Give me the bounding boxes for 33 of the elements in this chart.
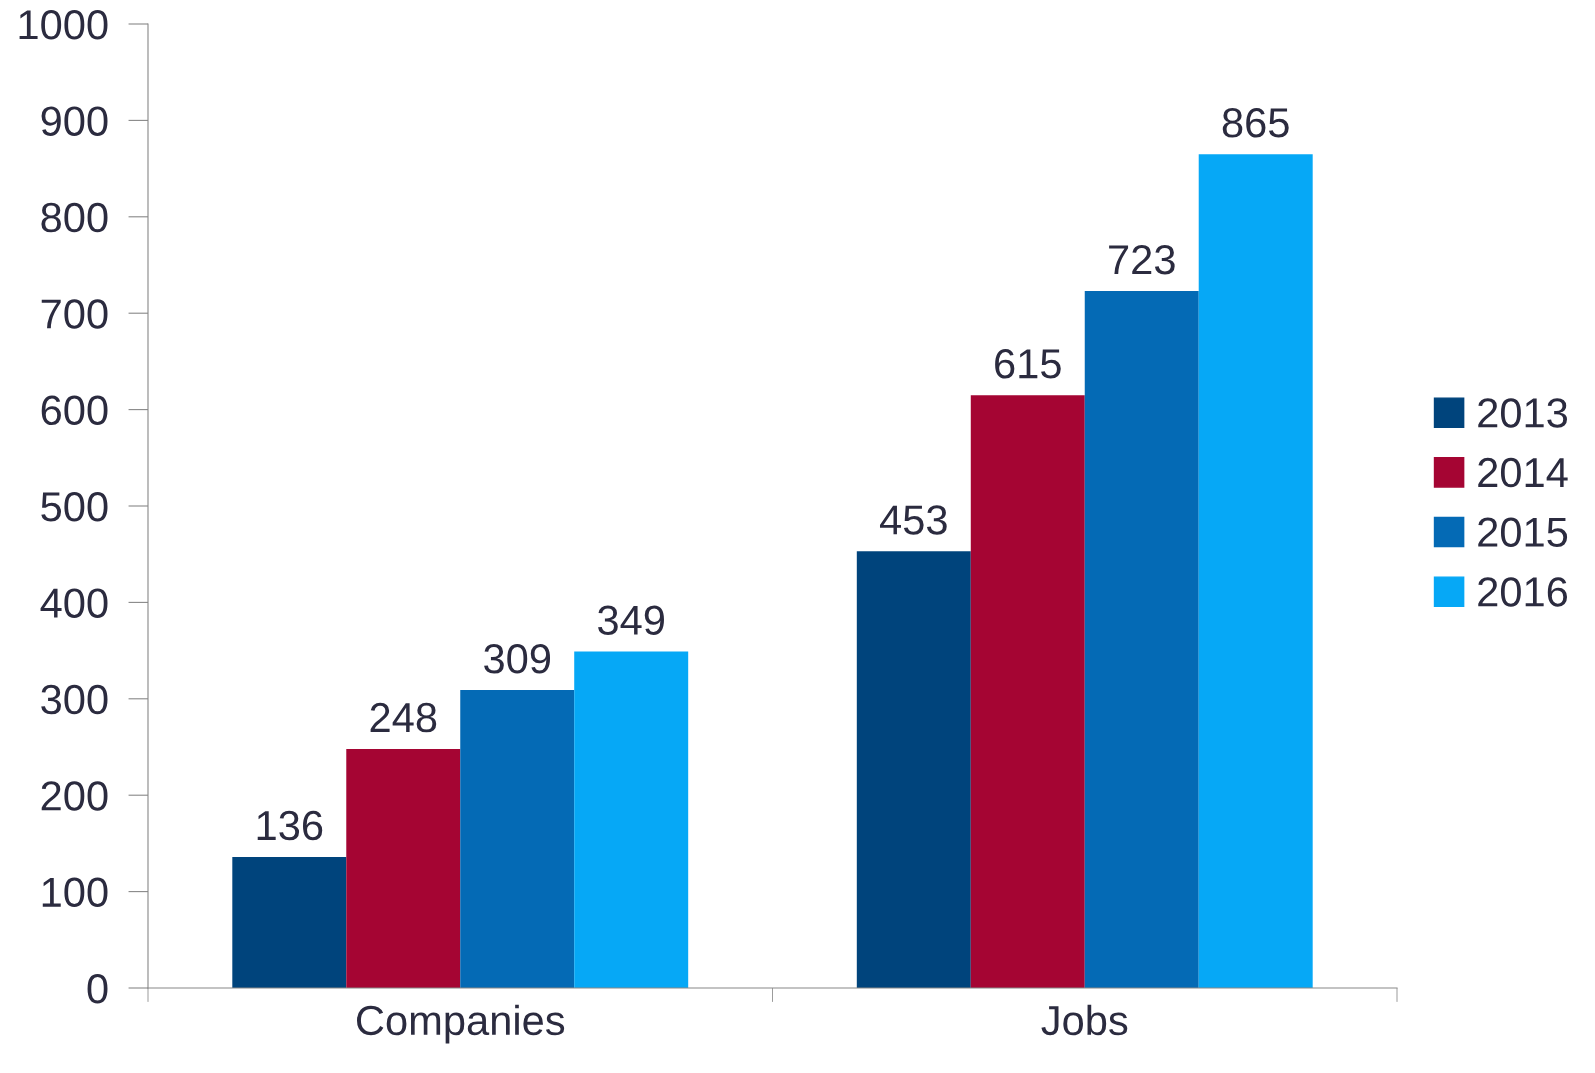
data-label: 723 (1109, 244, 1175, 275)
y-tick-label: 1000 (19, 10, 108, 40)
bar (574, 651, 689, 988)
bar (856, 551, 971, 988)
data-label: 615 (995, 349, 1061, 379)
y-tick-label: 900 (41, 106, 108, 136)
data-label: 136 (257, 810, 323, 841)
y-tick-label: 300 (41, 684, 108, 715)
legend-label: 2014 (1478, 457, 1568, 488)
bar (970, 395, 1085, 988)
y-tick-label: 100 (42, 877, 108, 908)
y-tick-label: 200 (41, 781, 108, 811)
y-tick-label: 800 (41, 202, 108, 233)
bar (346, 748, 461, 988)
y-tick-label: 0 (87, 974, 108, 1004)
data-label: 865 (1222, 108, 1289, 138)
legend-label: 2016 (1478, 577, 1568, 607)
bar (1198, 154, 1313, 988)
x-tick-label: Jobs (1041, 1004, 1128, 1036)
y-tick-label: 400 (40, 588, 108, 618)
y-tick-label: 600 (41, 395, 108, 426)
legend-label: 2015 (1478, 517, 1568, 548)
data-label: 248 (370, 702, 437, 733)
bar (1084, 291, 1199, 988)
data-label: 453 (879, 505, 947, 535)
data-label: 349 (598, 605, 664, 635)
bar (232, 856, 347, 988)
data-label: 309 (484, 644, 551, 674)
x-tick-label: Companies (356, 1004, 565, 1044)
bar (460, 690, 575, 988)
y-tick-label: 700 (41, 299, 108, 329)
legend-label: 2013 (1478, 398, 1568, 428)
y-tick-label: 500 (41, 492, 108, 522)
